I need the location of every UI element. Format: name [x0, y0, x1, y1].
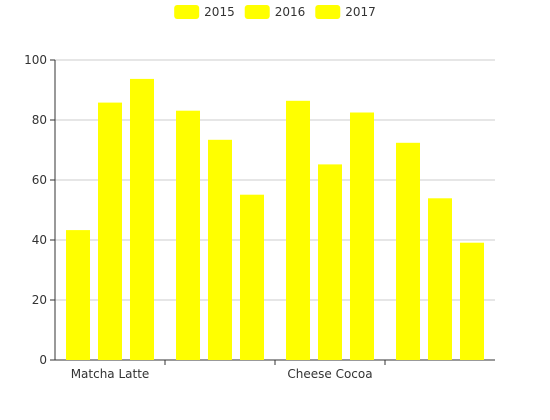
- bar-2015-0: [66, 230, 90, 360]
- legend: 2015 2016 2017: [174, 5, 376, 19]
- bar-2017-3: [460, 242, 484, 360]
- bar-2016-2: [318, 164, 342, 360]
- bar-2017-0: [130, 78, 154, 361]
- legend-swatch-2016: [244, 5, 270, 19]
- bar-2015-3: [396, 142, 420, 360]
- bar-2015-1: [176, 110, 200, 360]
- y-tick-label-80: 80: [32, 113, 47, 127]
- bar-2016-3: [428, 198, 452, 360]
- y-tick-label-100: 100: [24, 53, 47, 67]
- x-axis: Matcha Latte Cheese Cocoa: [55, 359, 495, 381]
- bar-2016-1: [208, 139, 232, 360]
- legend-label-2015: 2015: [204, 5, 235, 19]
- legend-swatch-2015: [174, 5, 200, 19]
- y-tick-label-0: 0: [39, 353, 47, 367]
- legend-label-2017: 2017: [345, 5, 376, 19]
- legend-label-2016: 2016: [275, 5, 306, 19]
- bar-2017-2: [350, 112, 374, 360]
- y-tick-label-40: 40: [32, 233, 47, 247]
- y-axis: 0 20 40 60 80 100: [24, 53, 56, 367]
- y-tick-label-60: 60: [32, 173, 47, 187]
- x-tick-label-2: Cheese Cocoa: [287, 367, 372, 381]
- y-tick-label-20: 20: [32, 293, 47, 307]
- bar-2015-2: [286, 100, 310, 361]
- bar-2016-0: [98, 102, 122, 360]
- legend-swatch-2017: [315, 5, 341, 19]
- bars: [66, 78, 484, 361]
- grid-lines: [55, 59, 495, 301]
- x-tick-label-0: Matcha Latte: [71, 367, 150, 381]
- bar-2017-1: [240, 194, 264, 360]
